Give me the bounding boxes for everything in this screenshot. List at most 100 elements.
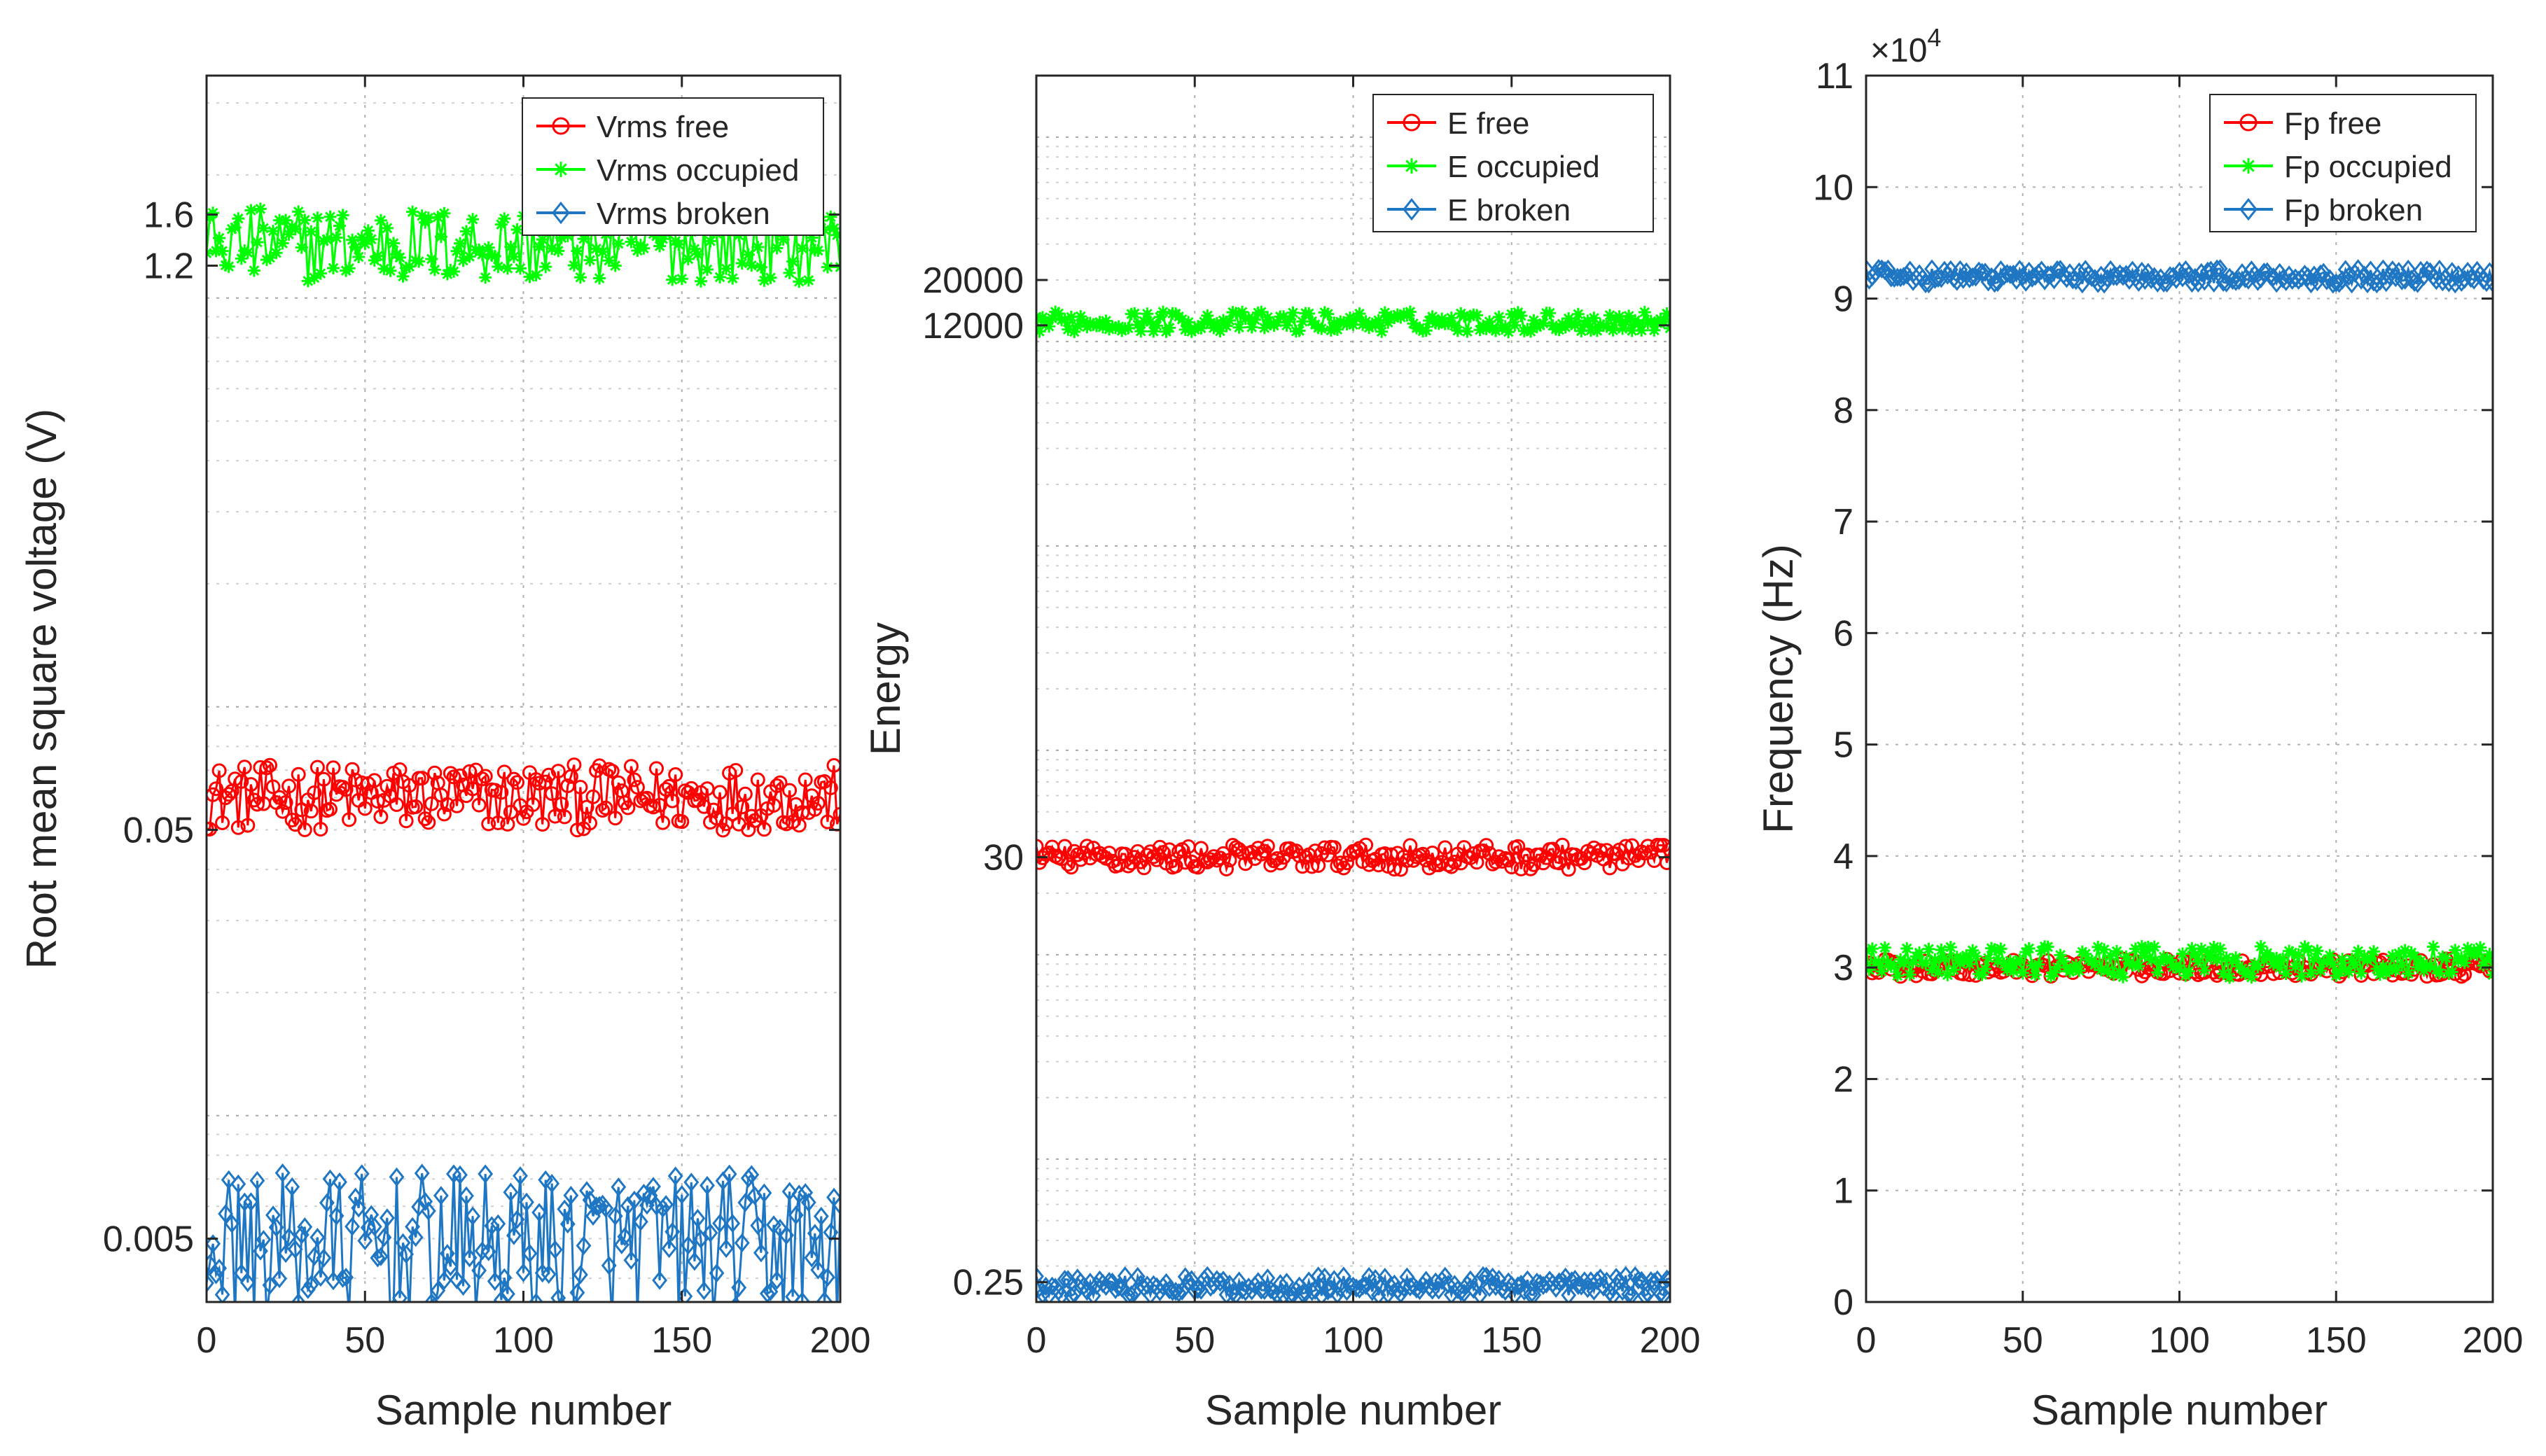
data-point xyxy=(1195,321,1208,335)
data-point xyxy=(1997,957,2010,970)
data-point xyxy=(1282,841,1298,856)
data-point xyxy=(514,262,527,275)
data-point xyxy=(303,1275,319,1295)
data-point xyxy=(2173,962,2186,976)
data-point xyxy=(1097,321,1109,334)
data-point xyxy=(770,241,784,255)
data-point xyxy=(1630,1270,1646,1290)
data-point xyxy=(800,1193,816,1212)
x-tick-label: 100 xyxy=(2149,1320,2210,1361)
data-point xyxy=(2164,953,2177,967)
data-point xyxy=(515,1263,531,1282)
data-point xyxy=(1153,310,1167,323)
data-point xyxy=(455,1276,471,1296)
data-point xyxy=(571,244,584,258)
data-point xyxy=(2029,968,2042,981)
data-point xyxy=(2331,274,2347,293)
data-point xyxy=(756,1183,772,1203)
data-point xyxy=(1515,309,1528,322)
data-point xyxy=(2051,960,2064,974)
data-point xyxy=(567,259,580,272)
data-point xyxy=(529,269,543,281)
data-point xyxy=(370,794,385,809)
data-point xyxy=(2395,959,2409,972)
data-point xyxy=(247,264,260,277)
data-point xyxy=(608,259,622,272)
data-point xyxy=(1526,1285,1542,1302)
data-point xyxy=(380,221,394,234)
data-point xyxy=(462,764,478,779)
data-point xyxy=(1129,1266,1146,1287)
data-point xyxy=(2328,273,2344,293)
data-point xyxy=(292,205,305,218)
data-point xyxy=(1950,951,1963,964)
data-point xyxy=(2345,953,2358,966)
data-point xyxy=(487,783,503,798)
data-point xyxy=(766,798,781,813)
legend: E free E occupied E broken xyxy=(1372,94,1654,232)
data-point xyxy=(531,776,547,791)
data-point xyxy=(2201,946,2214,959)
data-point xyxy=(819,1267,835,1287)
data-point xyxy=(2251,960,2265,974)
data-point xyxy=(408,1228,424,1247)
data-point xyxy=(1201,309,1214,322)
data-point xyxy=(509,1210,525,1229)
data-point xyxy=(447,265,460,278)
data-point xyxy=(488,249,501,262)
data-point xyxy=(309,1228,326,1247)
data-point xyxy=(1975,968,1989,981)
data-point xyxy=(550,1288,566,1302)
data-point xyxy=(1463,309,1477,323)
data-point xyxy=(2024,268,2040,288)
data-point xyxy=(2485,273,2493,293)
y-tick-label: 6 xyxy=(1833,613,1853,654)
y-tick-label: 12000 xyxy=(922,306,1024,346)
data-point xyxy=(2241,965,2255,979)
data-point xyxy=(653,239,667,253)
data-point xyxy=(818,223,831,237)
data-point xyxy=(2120,950,2133,963)
data-point xyxy=(309,760,325,775)
legend-label: E free xyxy=(1447,106,1529,141)
y-tick-label: 1.6 xyxy=(144,195,194,236)
data-point xyxy=(1475,1266,1491,1286)
data-point xyxy=(629,780,645,795)
data-point xyxy=(461,1248,478,1268)
data-point xyxy=(764,271,777,284)
data-point xyxy=(2220,951,2233,965)
data-point xyxy=(541,767,557,783)
data-point xyxy=(1561,1285,1577,1302)
data-point xyxy=(1231,1271,1247,1291)
data-point xyxy=(1466,846,1481,861)
data-point xyxy=(592,758,607,774)
data-point xyxy=(786,255,800,268)
data-point xyxy=(234,774,249,789)
data-point xyxy=(596,245,609,258)
data-point xyxy=(2458,956,2471,969)
data-point xyxy=(756,822,772,837)
data-point xyxy=(1537,316,1550,330)
data-point xyxy=(662,778,677,794)
data-point xyxy=(2054,948,2067,962)
data-point xyxy=(1168,1282,1184,1301)
data-point xyxy=(826,758,840,773)
data-point xyxy=(1377,1268,1393,1287)
data-point xyxy=(2241,158,2256,174)
data-point xyxy=(2047,966,2061,979)
data-point xyxy=(352,251,366,263)
data-point xyxy=(1328,316,1341,330)
data-point xyxy=(2013,953,2026,967)
data-point xyxy=(1502,326,1515,339)
data-point xyxy=(2050,260,2065,279)
data-point xyxy=(1324,323,1337,337)
data-point xyxy=(1203,852,1218,867)
data-point xyxy=(249,1170,265,1191)
data-point xyxy=(307,271,321,284)
data-point xyxy=(1866,942,1879,955)
data-point xyxy=(1869,956,1882,969)
data-point xyxy=(2012,260,2028,279)
data-point xyxy=(263,757,277,773)
data-point xyxy=(1293,324,1306,337)
data-point xyxy=(720,262,733,275)
